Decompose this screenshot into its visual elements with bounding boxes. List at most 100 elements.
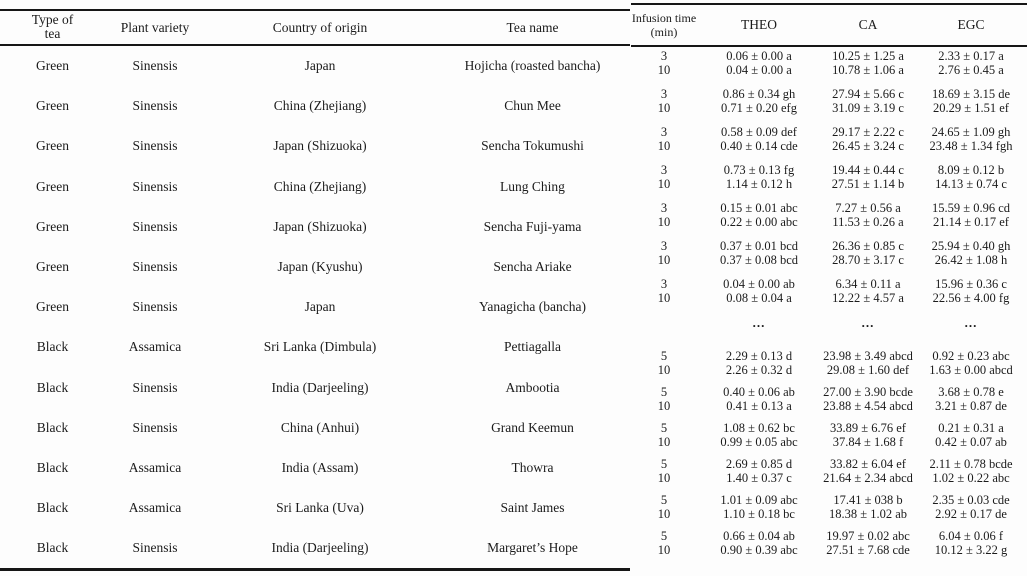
cell-plant-variety: Sinensis bbox=[132, 379, 178, 395]
cell-infusion-time: 10 bbox=[657, 507, 671, 521]
cell-ca-value: 10.25 ± 1.25 a bbox=[832, 49, 904, 63]
cell-country-of-origin: China (Anhui) bbox=[280, 419, 360, 435]
cell-country-of-origin: China (Zhejiang) bbox=[273, 98, 367, 114]
table-row: Green Sinensis Japan Yanagicha (bancha) bbox=[0, 287, 630, 327]
tea-origin-table-body: Green Sinensis Japan Hojicha (roasted banch… bbox=[0, 46, 630, 568]
cell-theo-value: 0.66 ± 0.04 ab bbox=[723, 529, 795, 543]
table-row: 5 1.08 ± 0.62 bc 33.89 ± 6.76 ef 0.21 ± 0.3… bbox=[631, 421, 1027, 435]
column-header-plant-variety: Plant variety bbox=[120, 19, 190, 35]
cell-ca-value: 19.97 ± 0.02 abc bbox=[826, 529, 910, 543]
cell-tea-name: Hojicha (roasted bancha) bbox=[464, 58, 601, 74]
table-row: 3 0.73 ± 0.13 fg 19.44 ± 0.44 c 8.09 ± 0.12… bbox=[631, 163, 1027, 177]
cell-tea-name: Sencha Tokumushi bbox=[481, 138, 584, 154]
cell-egc-value: 18.69 ± 3.15 de bbox=[931, 87, 1011, 101]
cell-egc-value: 2.35 ± 0.03 cde bbox=[932, 493, 1010, 507]
cell-egc-value: 20.29 ± 1.51 ef bbox=[933, 101, 1009, 115]
table-row: 5 2.29 ± 0.13 d 23.98 ± 3.49 abcd 0.92 ± 0.… bbox=[631, 349, 1027, 363]
cell-egc-value: 10.12 ± 3.22 g bbox=[934, 543, 1008, 557]
measurement-group: 3 0.04 ± 0.00 ab 6.34 ± 0.11 a 15.96 ± 0.36… bbox=[631, 277, 1027, 305]
table-row: 3 0.06 ± 0.00 a 10.25 ± 1.25 a 2.33 ± 0.17 … bbox=[631, 49, 1027, 63]
cell-type-of-tea: Green bbox=[36, 58, 69, 74]
table-row: 10 0.08 ± 0.04 a 12.22 ± 4.57 a 22.56 ± 4.0… bbox=[631, 291, 1027, 305]
cell-tea-name: Ambootia bbox=[505, 379, 560, 395]
table-row: 3 0.58 ± 0.09 def 29.17 ± 2.22 c 24.65 ± 1.… bbox=[631, 125, 1027, 139]
cell-type-of-tea: Black bbox=[36, 540, 69, 556]
table-row: 10 0.40 ± 0.14 cde 26.45 ± 3.24 c 23.48 ± 1… bbox=[631, 139, 1027, 153]
table-row: 10 0.04 ± 0.00 a 10.78 ± 1.06 a 2.76 ± 0.45… bbox=[631, 63, 1027, 77]
cell-ca-value: 31.09 ± 3.19 c bbox=[832, 101, 904, 115]
cell-ca-value: 7.27 ± 0.56 a bbox=[835, 201, 901, 215]
cell-theo-value: 0.15 ± 0.01 abc bbox=[720, 201, 798, 215]
cell-theo-value: 0.71 ± 0.20 efg bbox=[721, 101, 797, 115]
cell-ca-value: 19.44 ± 0.44 c bbox=[832, 163, 904, 177]
tea-origin-table-header: Type of tea Plant variety Country of ori… bbox=[0, 11, 630, 46]
cell-tea-name: Thowra bbox=[511, 459, 554, 475]
table-row: 3 0.04 ± 0.00 ab 6.34 ± 0.11 a 15.96 ± 0.36… bbox=[631, 277, 1027, 291]
cell-ca-value: 26.45 ± 3.24 c bbox=[832, 139, 904, 153]
cell-ca-value: 10.78 ± 1.06 a bbox=[832, 63, 904, 77]
cell-tea-name: Saint James bbox=[500, 500, 565, 516]
table-row: 5 0.66 ± 0.04 ab 19.97 ± 0.02 abc 6.04 ± 0.… bbox=[631, 529, 1027, 543]
cell-type-of-tea: Green bbox=[36, 218, 69, 234]
measurement-group: 3 0.37 ± 0.01 bcd 26.36 ± 0.85 c 25.94 ± 0.… bbox=[631, 239, 1027, 267]
measurement-group: 3 0.73 ± 0.13 fg 19.44 ± 0.44 c 8.09 ± 0.12… bbox=[631, 163, 1027, 191]
cell-egc-value: 22.56 ± 4.00 fg bbox=[932, 291, 1010, 305]
cell-infusion-time: 10 bbox=[657, 543, 671, 557]
cell-theo-value: 0.08 ± 0.04 a bbox=[726, 291, 792, 305]
cell-country-of-origin: India (Darjeeling) bbox=[271, 379, 369, 395]
cell-country-of-origin: Japan (Kyushu) bbox=[277, 259, 363, 275]
cell-infusion-time: 10 bbox=[657, 253, 671, 267]
table-row: 5 0.40 ± 0.06 ab 27.00 ± 3.90 bcde 3.68 ± 0… bbox=[631, 385, 1027, 399]
cell-tea-name: Pettiagalla bbox=[504, 339, 561, 355]
cell-theo-value: 2.26 ± 0.32 d bbox=[725, 363, 793, 377]
cell-plant-variety: Assamica bbox=[128, 500, 182, 516]
cell-type-of-tea: Black bbox=[36, 459, 69, 475]
table-row: 10 0.41 ± 0.13 a 23.88 ± 4.54 abcd 3.21 ± 0… bbox=[631, 399, 1027, 413]
cell-theo-value: 0.90 ± 0.39 abc bbox=[720, 543, 798, 557]
table-row: Green Sinensis China (Zhejiang) Lung Ching bbox=[0, 167, 630, 207]
cell-theo-value: 1.40 ± 0.37 c bbox=[726, 471, 792, 485]
cell-theo-value: 2.29 ± 0.13 d bbox=[725, 349, 793, 363]
cell-ca-value: 27.00 ± 3.90 bcde bbox=[823, 385, 913, 399]
cell-type-of-tea: Green bbox=[36, 299, 69, 315]
cell-egc-value: 25.94 ± 0.40 gh bbox=[931, 239, 1011, 253]
cell-plant-variety: Assamica bbox=[128, 459, 182, 475]
cell-ca-value: 33.89 ± 6.76 ef bbox=[830, 421, 906, 435]
table-row: 10 1.40 ± 0.37 c 21.64 ± 2.34 abcd 1.02 ± 0… bbox=[631, 471, 1027, 485]
cell-type-of-tea: Green bbox=[36, 178, 69, 194]
cell-type-of-tea: Black bbox=[36, 419, 69, 435]
cell-egc-value: 8.09 ± 0.12 b bbox=[937, 163, 1005, 177]
cell-theo-value: 1.10 ± 0.18 bc bbox=[723, 507, 795, 521]
table-row: Black Sinensis India (Darjeeling) Margaret’… bbox=[0, 528, 630, 568]
cell-infusion-time: 5 bbox=[660, 457, 668, 471]
cell-egc-value: 1.63 ± 0.00 abcd bbox=[929, 363, 1013, 377]
cell-theo-value: 0.73 ± 0.13 fg bbox=[723, 163, 795, 177]
cell-type-of-tea: Black bbox=[36, 500, 69, 516]
cell-infusion-time: 5 bbox=[660, 421, 668, 435]
tea-compounds-table: Infusion time (min) THEO CA EGC 3 0.06 ± … bbox=[631, 3, 1027, 557]
cell-ca-value: 33.82 ± 6.04 ef bbox=[830, 457, 906, 471]
tea-compounds-table-body: 3 0.06 ± 0.00 a 10.25 ± 1.25 a 2.33 ± 0.17 … bbox=[631, 49, 1027, 557]
cell-infusion-time: 10 bbox=[657, 101, 671, 115]
cell-country-of-origin: Sri Lanka (Uva) bbox=[276, 500, 364, 516]
cell-infusion-time: 10 bbox=[657, 139, 671, 153]
cell-plant-variety: Sinensis bbox=[132, 259, 178, 275]
cell-theo-value: 0.06 ± 0.00 a bbox=[726, 49, 792, 63]
cell-egc-value: 3.68 ± 0.78 e bbox=[938, 385, 1004, 399]
table-row: 10 2.26 ± 0.32 d 29.08 ± 1.60 def 1.63 ± 0.… bbox=[631, 363, 1027, 377]
cell-ca-value: 21.64 ± 2.34 abcd bbox=[823, 471, 913, 485]
measurement-group: 3 0.06 ± 0.00 a 10.25 ± 1.25 a 2.33 ± 0.17 … bbox=[631, 49, 1027, 77]
cell-theo-value: 0.37 ± 0.08 bcd bbox=[719, 253, 799, 267]
measurement-group: 5 1.08 ± 0.62 bc 33.89 ± 6.76 ef 0.21 ± 0.3… bbox=[631, 421, 1027, 449]
cell-ellipsis: ... bbox=[752, 315, 766, 330]
cell-egc-value: 3.21 ± 0.87 de bbox=[935, 399, 1007, 413]
table-row: Black Assamica Sri Lanka (Uva) Saint James bbox=[0, 488, 630, 528]
cell-infusion-time: 3 bbox=[660, 163, 668, 177]
cell-tea-name: Grand Keemun bbox=[491, 419, 574, 435]
cell-ca-value: 27.94 ± 5.66 c bbox=[832, 87, 904, 101]
cell-infusion-time: 3 bbox=[660, 201, 668, 215]
table-row: 5 1.01 ± 0.09 abc 17.41 ± 038 b 2.35 ± 0.03… bbox=[631, 493, 1027, 507]
tea-compounds-table-header: Infusion time (min) THEO CA EGC bbox=[631, 5, 1027, 47]
cell-egc-value: 2.33 ± 0.17 a bbox=[938, 49, 1004, 63]
cell-egc-value: 1.02 ± 0.22 abc bbox=[932, 471, 1010, 485]
